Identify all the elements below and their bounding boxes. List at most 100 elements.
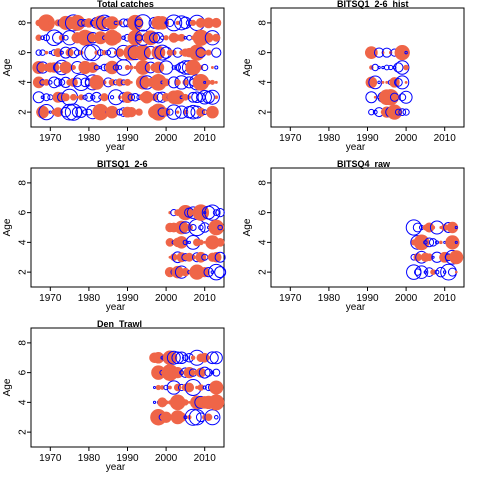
bubble-positive: [211, 252, 222, 263]
bubble-positive: [190, 355, 196, 361]
bubble-negative: [371, 63, 379, 72]
panel-title: Den_Trawl: [97, 319, 142, 329]
bubble-positive: [162, 78, 171, 87]
x-tick-label: 1990: [116, 133, 139, 144]
bubble-positive: [168, 385, 172, 390]
bubble-negative: [211, 47, 222, 58]
bubble-negative: [406, 264, 422, 280]
bubble-positive: [365, 46, 378, 59]
bubble-negative: [394, 108, 402, 116]
bubble-negative: [454, 240, 458, 244]
bubble-positive: [126, 106, 137, 118]
x-axis-label: year: [106, 142, 126, 153]
bubble-positive: [123, 78, 132, 86]
bubble-positive: [175, 236, 188, 249]
bubble-negative: [53, 77, 63, 87]
bubble-positive: [365, 76, 378, 89]
x-tick-label: 1980: [78, 293, 101, 304]
y-axis-label: Age: [2, 58, 13, 76]
y-tick-label: 8: [18, 20, 29, 26]
y-axis-label: Age: [242, 218, 253, 236]
bubble-negative: [64, 103, 83, 121]
bubble-negative: [454, 225, 458, 230]
bubble-negative: [127, 93, 136, 102]
bubble-positive: [205, 49, 212, 56]
x-tick-label: 2010: [194, 453, 217, 464]
bubble-positive: [431, 225, 436, 230]
bubble-negative: [203, 267, 214, 278]
bubble-negative: [149, 32, 161, 44]
bubble-positive: [176, 110, 180, 114]
bubble-negative: [208, 263, 225, 281]
bubble-negative: [405, 219, 422, 236]
bubble-negative: [212, 368, 221, 377]
x-tick-label: 1970: [39, 293, 62, 304]
bubble-negative: [412, 222, 423, 233]
bubble-negative: [71, 106, 83, 118]
panel-title: Total catches: [97, 0, 154, 9]
bubble-negative: [183, 35, 188, 40]
bubble-negative: [431, 255, 435, 259]
bubble-positive: [190, 19, 197, 26]
bubble-positive: [124, 64, 131, 71]
bubble-positive: [210, 66, 214, 69]
bubble-negative: [377, 80, 381, 85]
bubble-negative: [67, 46, 80, 59]
bubble-positive: [188, 44, 206, 61]
bubble-negative: [201, 63, 209, 72]
bubble-positive: [101, 50, 107, 56]
bubble-negative: [442, 270, 447, 274]
bubble-negative: [214, 65, 219, 70]
bubble-positive: [215, 238, 225, 247]
bubble-positive: [155, 16, 169, 30]
bubble-negative: [424, 237, 435, 248]
y-axis-label: Age: [2, 378, 13, 396]
x-tick-label: 2000: [395, 293, 418, 304]
bubble-negative: [80, 44, 97, 61]
y-tick-label: 4: [18, 239, 29, 245]
bubble-positive: [211, 17, 222, 28]
y-tick-label: 8: [18, 340, 29, 346]
panel-3: BITSQ4_raw 1970 1980 1990 2000 2010 2 4 6 8 year Ag…: [242, 159, 465, 313]
bubble-negative: [209, 351, 223, 365]
x-axis-label: year: [106, 302, 126, 313]
bubble-positive: [197, 384, 205, 391]
bubble-negative: [395, 75, 410, 90]
bubble-positive: [105, 16, 119, 30]
x-tick-label: 2010: [434, 293, 457, 304]
bubble-negative: [365, 91, 378, 104]
bubble-negative: [202, 385, 207, 390]
bubble-positive: [35, 34, 42, 41]
y-tick-label: 8: [258, 20, 269, 26]
bubble-positive: [105, 60, 119, 75]
bubble-negative: [42, 93, 51, 102]
x-tick-label: 2010: [194, 293, 217, 304]
bubble-negative: [214, 266, 227, 279]
bubble-series: [149, 349, 225, 426]
bubble-positive: [129, 65, 134, 70]
bubble-negative: [175, 351, 188, 365]
bubble-positive: [174, 79, 181, 86]
plot-frame: [30, 327, 225, 448]
bubble-negative: [158, 60, 174, 75]
bubble-negative: [398, 93, 407, 102]
bubble-negative: [184, 408, 202, 426]
bubble-negative: [377, 65, 381, 70]
bubble-series: [405, 219, 464, 281]
bubble-positive: [373, 95, 377, 99]
bubble-positive: [381, 80, 385, 84]
bubble-negative: [174, 15, 190, 31]
bubble-positive: [177, 33, 186, 42]
bubble-positive: [445, 235, 460, 250]
bubble-negative: [198, 224, 204, 231]
bubble-negative: [82, 109, 88, 115]
x-tick-label: 2010: [194, 133, 217, 144]
bubble-positive: [209, 79, 215, 85]
bubble-negative: [40, 35, 45, 41]
x-tick-label: 1990: [356, 293, 379, 304]
bubble-positive: [386, 104, 403, 120]
y-axis-label: Age: [2, 218, 13, 236]
bubble-positive: [82, 31, 96, 45]
bubble-positive: [59, 61, 72, 74]
bubble-positive: [75, 95, 79, 99]
